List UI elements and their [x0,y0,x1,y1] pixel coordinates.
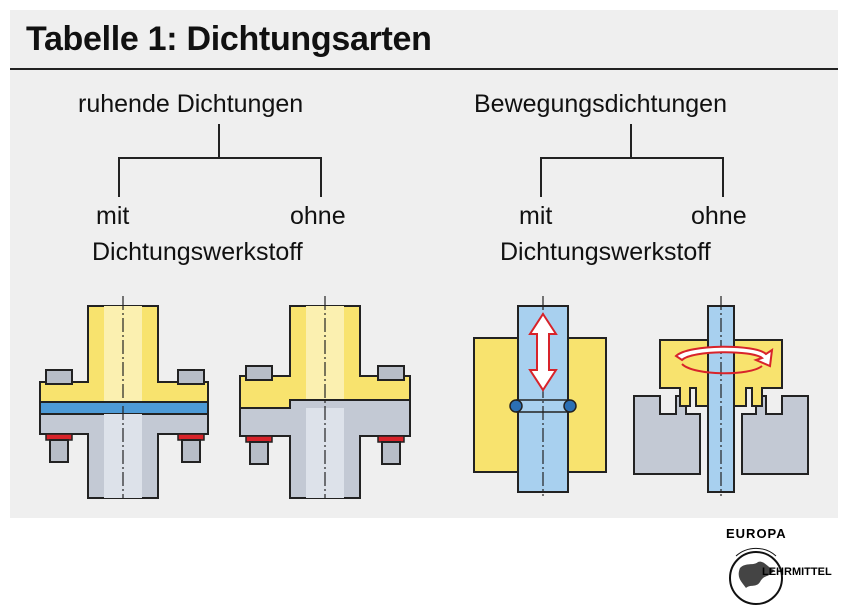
globe-logo-icon [729,547,783,605]
static-seals-label: ruhende Dichtungen [78,90,304,118]
dynamic-bracket-stem [630,124,632,158]
static-with-label: mit [96,202,130,230]
page-title: Tabelle 1: Dichtungsarten [26,20,432,58]
static-bracket-stem [218,124,220,158]
dynamic-with-label: mit [519,202,553,230]
dynamic-seals-label: Bewegungsdichtungen [474,90,727,118]
static-without-label: ohne [290,202,346,230]
static-material-label: Dichtungswerkstoff [92,238,303,266]
logo-europa-text: EUROPA [726,526,787,541]
dynamic-without-label: ohne [691,202,747,230]
dynamic-bracket [540,157,724,197]
logo-lehrmittel-text: LEHRMITTEL [762,566,832,578]
dynamic-material-label: Dichtungswerkstoff [500,238,711,266]
static-bracket [118,157,322,197]
title-rule [10,68,838,70]
